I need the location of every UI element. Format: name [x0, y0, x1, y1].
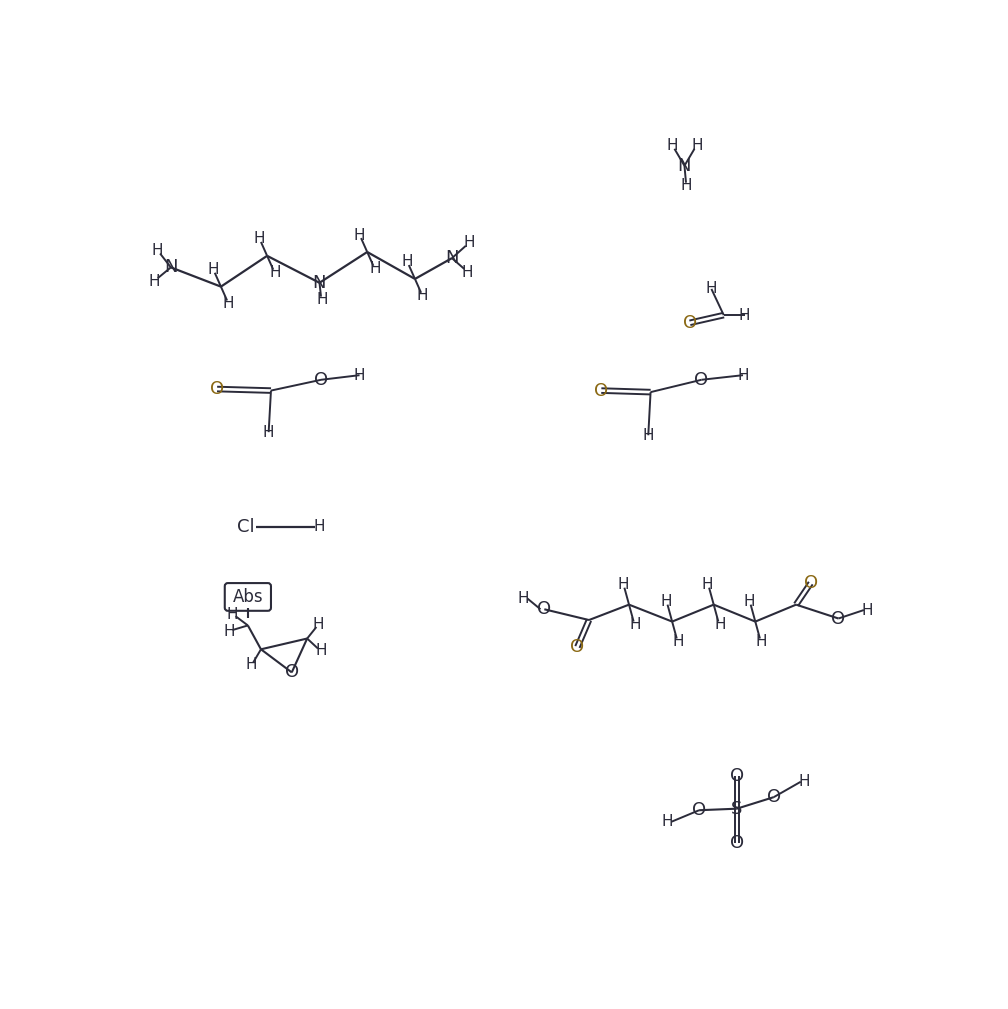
Text: H: H — [518, 591, 529, 606]
Text: O: O — [682, 314, 697, 332]
Text: H: H — [151, 243, 162, 258]
Text: O: O — [730, 834, 744, 853]
Text: H: H — [224, 625, 235, 639]
Text: S: S — [731, 800, 743, 817]
Text: H: H — [316, 644, 327, 658]
Text: O: O — [803, 574, 817, 592]
Text: O: O — [571, 638, 585, 656]
Text: H: H — [223, 296, 235, 311]
Text: H: H — [672, 634, 684, 649]
Text: H: H — [148, 273, 159, 289]
Text: N: N — [446, 249, 459, 267]
Text: H: H — [743, 594, 755, 609]
Text: H: H — [642, 428, 654, 443]
Text: H: H — [691, 138, 703, 153]
Text: H: H — [313, 520, 326, 535]
Text: H: H — [269, 265, 280, 281]
Text: N: N — [677, 156, 691, 175]
Text: Abs: Abs — [233, 588, 263, 606]
Text: H: H — [680, 179, 691, 194]
Text: O: O — [692, 801, 707, 819]
Text: H: H — [739, 308, 750, 323]
Text: H: H — [660, 594, 671, 609]
Text: H: H — [862, 602, 874, 618]
Text: H: H — [629, 618, 641, 633]
Text: Cl: Cl — [237, 518, 254, 536]
Text: H: H — [756, 634, 767, 649]
Text: H: H — [354, 228, 365, 242]
Text: H: H — [798, 774, 810, 789]
Text: O: O — [537, 600, 551, 619]
Text: H: H — [714, 618, 726, 633]
Text: H: H — [369, 261, 381, 276]
Text: H: H — [401, 254, 413, 269]
Text: H: H — [702, 577, 714, 592]
Text: O: O — [595, 381, 609, 400]
Text: O: O — [767, 788, 781, 806]
Text: H: H — [737, 367, 749, 382]
Text: H: H — [312, 618, 324, 633]
Text: H: H — [662, 814, 673, 829]
Text: H: H — [463, 235, 475, 250]
Text: H: H — [462, 264, 473, 279]
Text: O: O — [284, 663, 298, 681]
Text: H: H — [227, 607, 238, 623]
Text: O: O — [832, 609, 846, 628]
Text: H: H — [354, 367, 365, 382]
Text: H: H — [617, 577, 629, 592]
Text: O: O — [210, 380, 224, 398]
Text: H: H — [263, 425, 274, 440]
FancyBboxPatch shape — [225, 583, 271, 610]
Text: H: H — [254, 231, 265, 246]
Text: H: H — [246, 657, 257, 672]
Text: H: H — [706, 282, 717, 297]
Text: N: N — [312, 273, 327, 292]
Text: H: H — [317, 293, 328, 307]
Text: H: H — [208, 262, 219, 277]
Text: N: N — [164, 258, 177, 276]
Text: O: O — [695, 370, 709, 388]
Text: H: H — [417, 289, 428, 304]
Text: H: H — [666, 138, 678, 153]
Text: O: O — [730, 767, 744, 785]
Text: O: O — [313, 370, 328, 388]
